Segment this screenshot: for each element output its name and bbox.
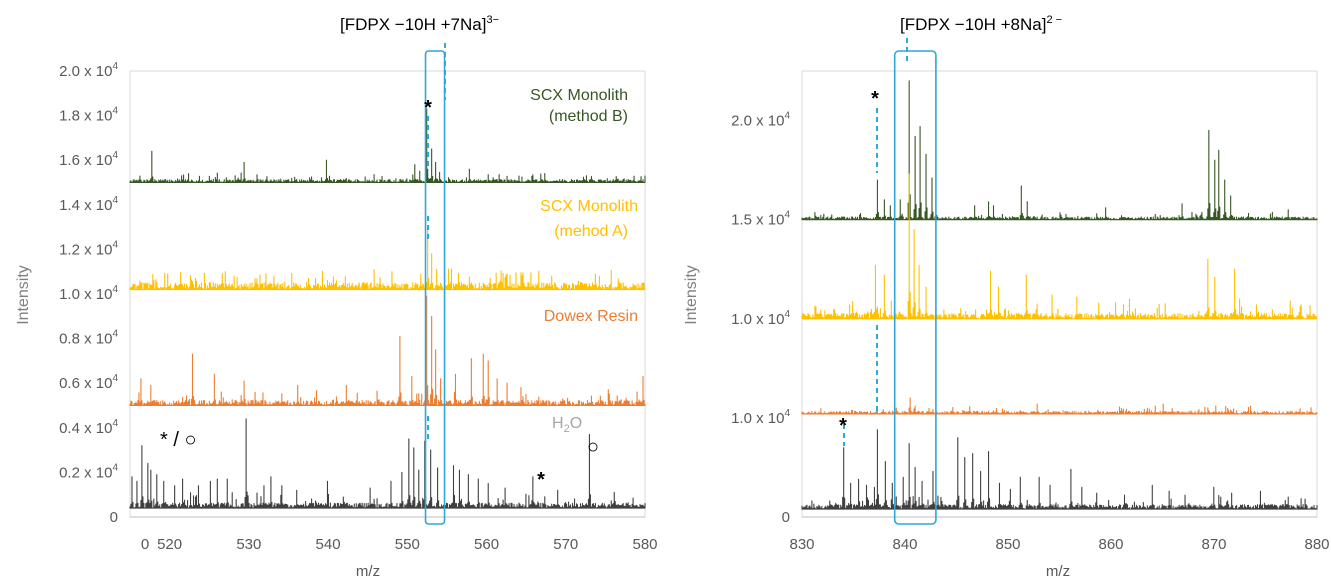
left-x-tick-label: 540 <box>316 536 341 553</box>
right-series-group <box>801 80 1318 510</box>
left-y-tick-labels: 0 0.2 x 104 0.4 x 104 0.6 x 104 0.8 x 104 1.0… <box>59 61 118 526</box>
left-title-main: [FDPX −10H +7Na] <box>340 15 486 34</box>
right-x-axis-label: m/z <box>1046 563 1070 580</box>
left-y-tick-label: 0 <box>110 509 118 526</box>
right-axes <box>801 70 1318 518</box>
right-y-tick-label: 0 <box>782 509 790 526</box>
left-x-origin-label: 0 <box>141 536 149 553</box>
label-scx-a-line1: SCX Monolith <box>540 198 638 215</box>
left-water-star: * <box>537 469 545 491</box>
left-series-trace <box>129 418 646 509</box>
right-green-star: * <box>871 88 879 110</box>
right-title-main: [FDPX −10H +8Na] <box>900 15 1046 34</box>
right-y-tick-labels: 0 1.0 x 104 1.0 x 104 1.5 x 104 2.0 x 104 <box>731 111 790 526</box>
right-x-tick-labels: 830 840 850 860 870 880 <box>789 536 1329 553</box>
right-chart: 0 1.0 x 104 1.0 x 104 1.5 x 104 2.0 x 104 83… <box>683 14 1330 580</box>
right-water-star: * <box>839 415 847 437</box>
left-y-axis-label: Intensity <box>15 265 32 325</box>
left-y-tick-label: 1.0 x 104 <box>59 284 118 303</box>
right-x-tick-label: 850 <box>995 536 1020 553</box>
left-chart: 0 0.2 x 104 0.4 x 104 0.6 x 104 0.8 x 104 1.0… <box>15 14 658 580</box>
left-x-tick-labels: 520 530 540 550 560 570 580 <box>157 536 657 553</box>
label-scx-b-line2: (method B) <box>549 108 628 125</box>
left-title-sup: 3− <box>486 14 499 26</box>
left-y-tick-label: 1.4 x 104 <box>59 195 118 214</box>
left-series-trace <box>129 108 646 184</box>
right-x-tick-label: 870 <box>1201 536 1226 553</box>
right-series-trace <box>801 397 1318 415</box>
right-x-tick-label: 830 <box>789 536 814 553</box>
left-y-tick-label: 0.2 x 104 <box>59 462 118 481</box>
left-series-group <box>129 108 646 509</box>
label-dowex: Dowex Resin <box>544 308 638 325</box>
right-series-trace <box>801 173 1318 320</box>
right-title-sup: 2 − <box>1046 14 1062 26</box>
right-y-axis-label: Intensity <box>683 265 700 325</box>
left-x-tick-label: 520 <box>157 536 182 553</box>
right-y-tick-label: 2.0 x 104 <box>731 111 790 130</box>
left-x-axis-label: m/z <box>356 563 380 580</box>
right-series-trace <box>801 429 1318 510</box>
left-water-star-circle: * / ○ <box>160 429 197 451</box>
left-x-tick-label: 570 <box>553 536 578 553</box>
label-scx-b-line1: SCX Monolith <box>530 87 628 104</box>
right-y-tick-label: 1.0 x 104 <box>731 408 790 427</box>
left-y-tick-label: 2.0 x 104 <box>59 61 118 80</box>
right-x-tick-label: 880 <box>1304 536 1329 553</box>
left-x-tick-label: 580 <box>632 536 657 553</box>
left-series-trace <box>129 295 646 407</box>
label-water: H2O <box>552 415 582 435</box>
left-axes <box>129 70 646 518</box>
left-top-star: * <box>424 97 432 119</box>
right-x-tick-label: 840 <box>892 536 917 553</box>
right-y-tick-label: 1.0 x 104 <box>731 309 790 328</box>
left-x-tick-label: 530 <box>236 536 261 553</box>
left-y-tick-label: 0.4 x 104 <box>59 418 118 437</box>
left-highlight-box <box>424 50 446 525</box>
left-chart-title: [FDPX −10H +7Na]3− <box>340 14 499 34</box>
left-series-trace <box>129 228 646 291</box>
right-chart-title: [FDPX −10H +8Na]2 − <box>900 14 1062 34</box>
left-water-circle: ○ <box>587 436 599 458</box>
right-highlight-box <box>893 50 937 525</box>
left-y-tick-label: 1.6 x 104 <box>59 150 118 169</box>
left-y-tick-label: 1.2 x 104 <box>59 239 118 258</box>
right-series-trace <box>801 80 1318 221</box>
left-x-tick-label: 560 <box>474 536 499 553</box>
label-scx-a-line2: (mehod A) <box>554 223 628 240</box>
right-x-tick-label: 860 <box>1098 536 1123 553</box>
right-y-tick-label: 1.5 x 104 <box>731 210 790 229</box>
left-y-tick-label: 0.8 x 104 <box>59 329 118 348</box>
left-x-tick-label: 550 <box>395 536 420 553</box>
left-y-tick-label: 0.6 x 104 <box>59 373 118 392</box>
left-y-tick-label: 1.8 x 104 <box>59 106 118 125</box>
